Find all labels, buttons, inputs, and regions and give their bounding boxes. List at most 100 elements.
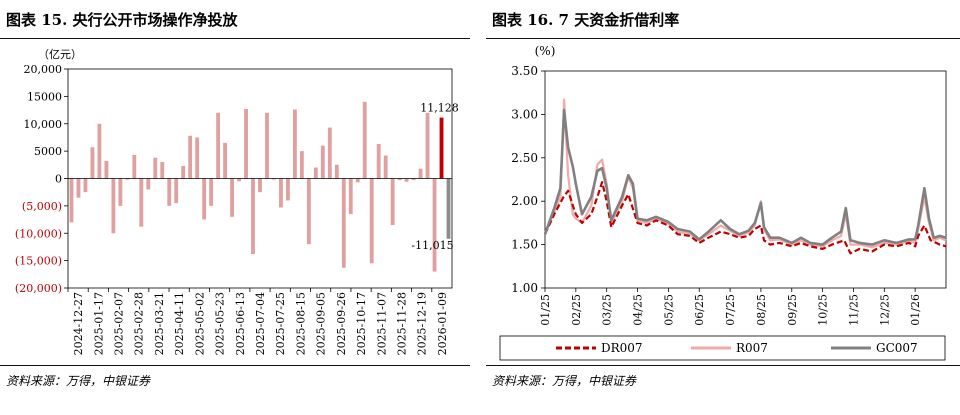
x-tick-label: 2025-11-28 <box>395 292 408 355</box>
funding-rate-line-chart: (%) 1.00 1.50 2.00 2.50 3.00 3.50 01/25 02/25 03/… <box>499 44 947 361</box>
bar <box>265 112 269 179</box>
bar <box>230 178 234 217</box>
y-tick-label: (10,000) <box>15 227 62 240</box>
bar <box>167 178 172 206</box>
y-tick-label: 5000 <box>34 145 62 158</box>
x-tick-label: 2025-11-07 <box>375 292 388 355</box>
bar <box>146 178 151 190</box>
bar <box>320 145 325 179</box>
bar <box>390 178 395 226</box>
x-tick-label: 2025-10-17 <box>355 292 368 355</box>
x-tick-label: 2025-05-02 <box>193 292 206 355</box>
bar <box>69 178 74 223</box>
x-tick-label: 06/25 <box>693 294 706 326</box>
x-tick-label: 2025-07-25 <box>274 292 287 355</box>
left-figure: 图表 15. 央行公开市场操作净投放 （亿元） 20,000 15000 10,000… <box>0 0 470 415</box>
x-tick-label: 2025-02-28 <box>133 292 146 355</box>
x-tick-label: 01/25 <box>539 294 552 326</box>
bar <box>125 178 130 180</box>
x-tick-label: 2025-06-13 <box>234 292 247 355</box>
y-tick-label: 3.50 <box>511 64 538 78</box>
bar <box>90 147 95 179</box>
legend-label: GC007 <box>876 341 918 355</box>
series-line-gc007 <box>543 108 947 246</box>
bar <box>299 151 304 179</box>
bar <box>418 168 423 179</box>
y-unit-label: (%) <box>535 44 556 58</box>
bar <box>383 155 388 179</box>
x-tick-label: 08/25 <box>755 294 768 326</box>
x-tick-label: 09/25 <box>786 294 799 326</box>
bar <box>279 178 283 208</box>
bar <box>251 178 255 255</box>
left-source-note: 资料来源：万得，中银证券 <box>6 374 151 388</box>
bar <box>223 142 228 179</box>
y-tick-label: 2.00 <box>511 194 538 208</box>
x-tick-label: 2024-12-27 <box>72 292 85 355</box>
bar <box>258 178 262 193</box>
left-bottom-rule <box>0 365 470 366</box>
right-figure-title: 图表 16. 7 天资金折借利率 <box>492 11 680 29</box>
annotation-label: 11,128 <box>420 102 459 115</box>
x-tick-label: 2025-08-15 <box>294 292 307 355</box>
y-tick-label: 2.50 <box>511 151 538 165</box>
x-tick-label: 2026-01-09 <box>436 292 449 355</box>
y-tick-label: (5,000) <box>22 200 62 213</box>
right-top-rule <box>486 38 960 39</box>
x-tick-label: 2025-04-11 <box>173 292 186 355</box>
x-tick-label: 04/25 <box>632 294 645 326</box>
net-injection-bar-chart: （亿元） 20,000 15000 10,000 5000 0 (5,000) (10,000… <box>15 48 459 355</box>
bar <box>195 137 200 179</box>
bar <box>118 178 123 206</box>
bar <box>76 178 81 198</box>
bar <box>411 178 416 181</box>
bar <box>188 135 193 179</box>
bar <box>104 160 109 179</box>
bar <box>376 144 381 179</box>
bar <box>202 178 207 220</box>
y-tick-label: 1.50 <box>511 238 538 252</box>
bar <box>153 157 158 179</box>
x-tick-label: 2025-09-05 <box>315 292 328 355</box>
bar <box>174 178 179 204</box>
x-tick-label: 10/25 <box>817 294 830 326</box>
y-tick-label: (20,000) <box>15 282 62 295</box>
y-tick-label: 1.00 <box>511 281 538 295</box>
y-tick-label: 15000 <box>27 90 62 103</box>
y-tick-label: 3.00 <box>511 107 538 121</box>
y-tick-label: (15,000) <box>15 255 62 268</box>
bar <box>160 162 165 179</box>
bar <box>181 165 186 179</box>
bar <box>286 178 290 201</box>
bar <box>244 108 248 179</box>
bar <box>397 178 402 181</box>
bar <box>334 164 339 179</box>
bar <box>313 167 318 179</box>
x-tick-label: 11/25 <box>847 294 860 326</box>
bar <box>404 178 409 182</box>
bar <box>97 123 102 179</box>
bar <box>327 127 332 179</box>
bar <box>209 178 214 206</box>
x-tick-label: 2025-02-07 <box>113 292 126 355</box>
x-tick-label: 01/26 <box>909 294 922 326</box>
x-tick-label: 2025-09-26 <box>335 292 348 355</box>
bar <box>341 178 346 268</box>
x-tick-label: 02/25 <box>570 294 583 326</box>
x-tick-label: 2025-12-19 <box>416 292 429 355</box>
x-tick-label: 2025-01-17 <box>92 292 105 355</box>
bar <box>132 154 137 179</box>
bar <box>83 178 88 193</box>
right-bottom-rule <box>486 365 960 366</box>
left-top-rule <box>0 38 470 39</box>
x-tick-label: 12/25 <box>878 294 891 326</box>
bar <box>362 101 367 179</box>
y-tick-label: 20,000 <box>24 63 63 76</box>
y-tick-label: 10,000 <box>24 118 63 131</box>
bar <box>139 178 144 227</box>
right-source-note: 资料来源：万得，中银证券 <box>492 374 637 388</box>
x-tick-label: 2025-07-04 <box>254 292 267 355</box>
series-line-r007 <box>543 98 947 249</box>
y-tick-label: 0 <box>55 173 62 186</box>
bar <box>432 178 437 272</box>
